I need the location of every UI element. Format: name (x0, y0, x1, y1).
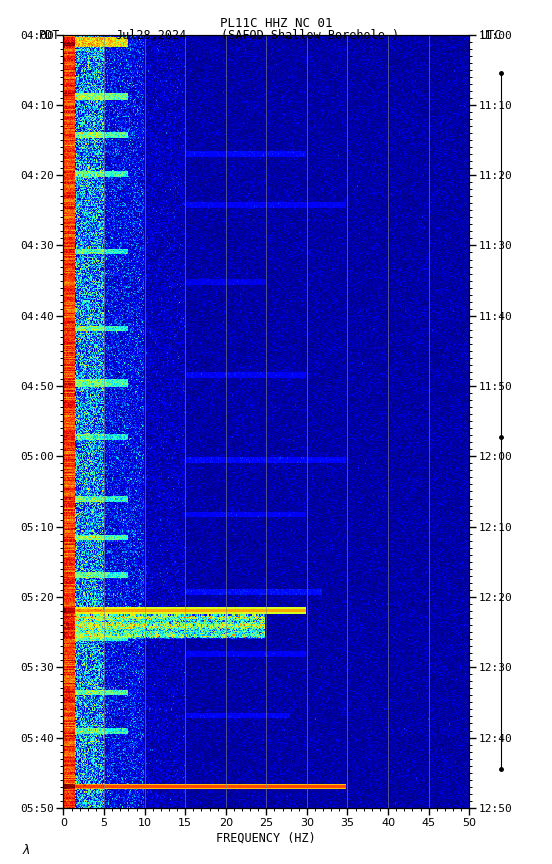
Text: $\lambda$: $\lambda$ (22, 842, 31, 856)
Text: (SAFOD Shallow Borehole ): (SAFOD Shallow Borehole ) (221, 29, 399, 41)
Text: UTC: UTC (480, 29, 502, 41)
X-axis label: FREQUENCY (HZ): FREQUENCY (HZ) (216, 832, 316, 845)
Text: PL11C HHZ NC 01: PL11C HHZ NC 01 (220, 17, 332, 30)
Text: Jul28,2024: Jul28,2024 (116, 29, 187, 41)
Text: PDT: PDT (39, 29, 60, 41)
